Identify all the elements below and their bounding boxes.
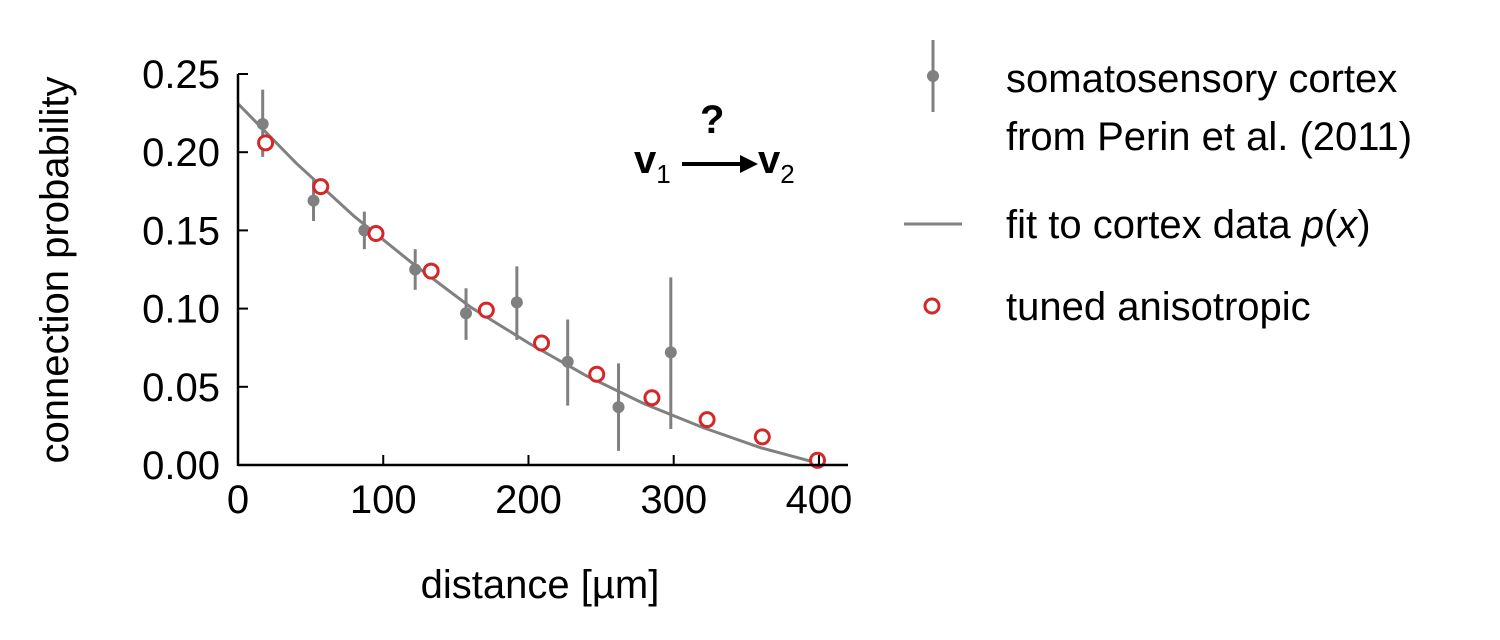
cortex-data-point	[460, 307, 473, 320]
legend-label-cortex-line2: from Perin et al. (2011)	[1006, 115, 1413, 159]
cortex-data-point	[510, 296, 523, 309]
legend-fit-open: (	[1323, 203, 1338, 247]
annotation-arrow-icon	[682, 155, 758, 173]
fit-line	[236, 102, 820, 465]
legend-errorbar-marker-icon	[927, 40, 939, 112]
x-tick-label: 400	[786, 478, 853, 522]
tuned-anisotropic-point	[312, 178, 330, 196]
cortex-data-point	[307, 194, 320, 207]
y-tick-label: 0.10	[142, 288, 220, 332]
annotation-v2: v2	[758, 138, 795, 189]
annotation-v2-letter: v	[758, 138, 781, 182]
cortex-data-point	[409, 263, 422, 276]
y-tick-label: 0.00	[142, 444, 220, 488]
tuned-anisotropic-point	[422, 262, 440, 280]
x-axis-title: distance [µm]	[421, 563, 660, 607]
annotation-question-mark: ?	[700, 98, 725, 142]
x-tick-label: 100	[350, 478, 417, 522]
y-tick-label: 0.05	[142, 366, 220, 410]
axes	[236, 74, 848, 467]
tuned-anisotropic-point	[698, 411, 716, 429]
tuned-anisotropic-point	[643, 389, 661, 407]
legend-label-tuned: tuned anisotropic	[1006, 285, 1311, 329]
cortex-data-point	[561, 355, 574, 368]
x-tick-label: 0	[227, 478, 249, 522]
y-axis-title: connection probability	[33, 77, 77, 464]
annotation-v1-letter: v	[634, 138, 657, 182]
tuned-anisotropic-point	[588, 365, 606, 383]
tuned-anisotropic-point	[753, 428, 771, 446]
y-tick-label: 0.20	[142, 131, 220, 175]
legend: somatosensory cortex from Perin et al. (…	[890, 40, 1490, 360]
tuned-anisotropic-point	[533, 334, 551, 352]
legend-open-circle-icon	[923, 297, 941, 315]
legend-label-cortex-line1: somatosensory cortex	[1006, 57, 1398, 101]
x-tick-label: 300	[640, 478, 707, 522]
ticks: 0 100 200 300 400 0.00 0.05 0.10 0.15 0.20 0.25	[142, 53, 852, 522]
legend-fit-x: x	[1337, 203, 1358, 247]
cortex-data-point	[612, 401, 625, 414]
legend-line-icon	[904, 222, 962, 226]
annotation-v1-subscript: 1	[656, 159, 671, 189]
cortex-data-point	[256, 118, 269, 131]
annotation-v1: v1	[634, 138, 671, 189]
legend-label-fit: fit to cortex data p(x)	[1006, 200, 1371, 250]
annotation-v2-subscript: 2	[780, 159, 795, 189]
cortex-data-point	[358, 224, 371, 237]
legend-fit-prefix: fit to cortex data	[1006, 203, 1302, 247]
x-tick-label: 200	[495, 478, 562, 522]
tuned-anisotropic-point	[257, 134, 275, 152]
legend-fit-p: p	[1301, 203, 1324, 247]
tuned-anisotropic-point	[367, 225, 385, 243]
connection-annotation: ? v1 v2	[630, 98, 820, 190]
y-tick-label: 0.25	[142, 53, 220, 97]
tuned-anisotropic-point	[477, 301, 495, 319]
cortex-data-point	[664, 346, 677, 359]
plot-area	[236, 89, 826, 469]
legend-fit-close: )	[1357, 203, 1371, 247]
y-tick-label: 0.15	[142, 209, 220, 253]
